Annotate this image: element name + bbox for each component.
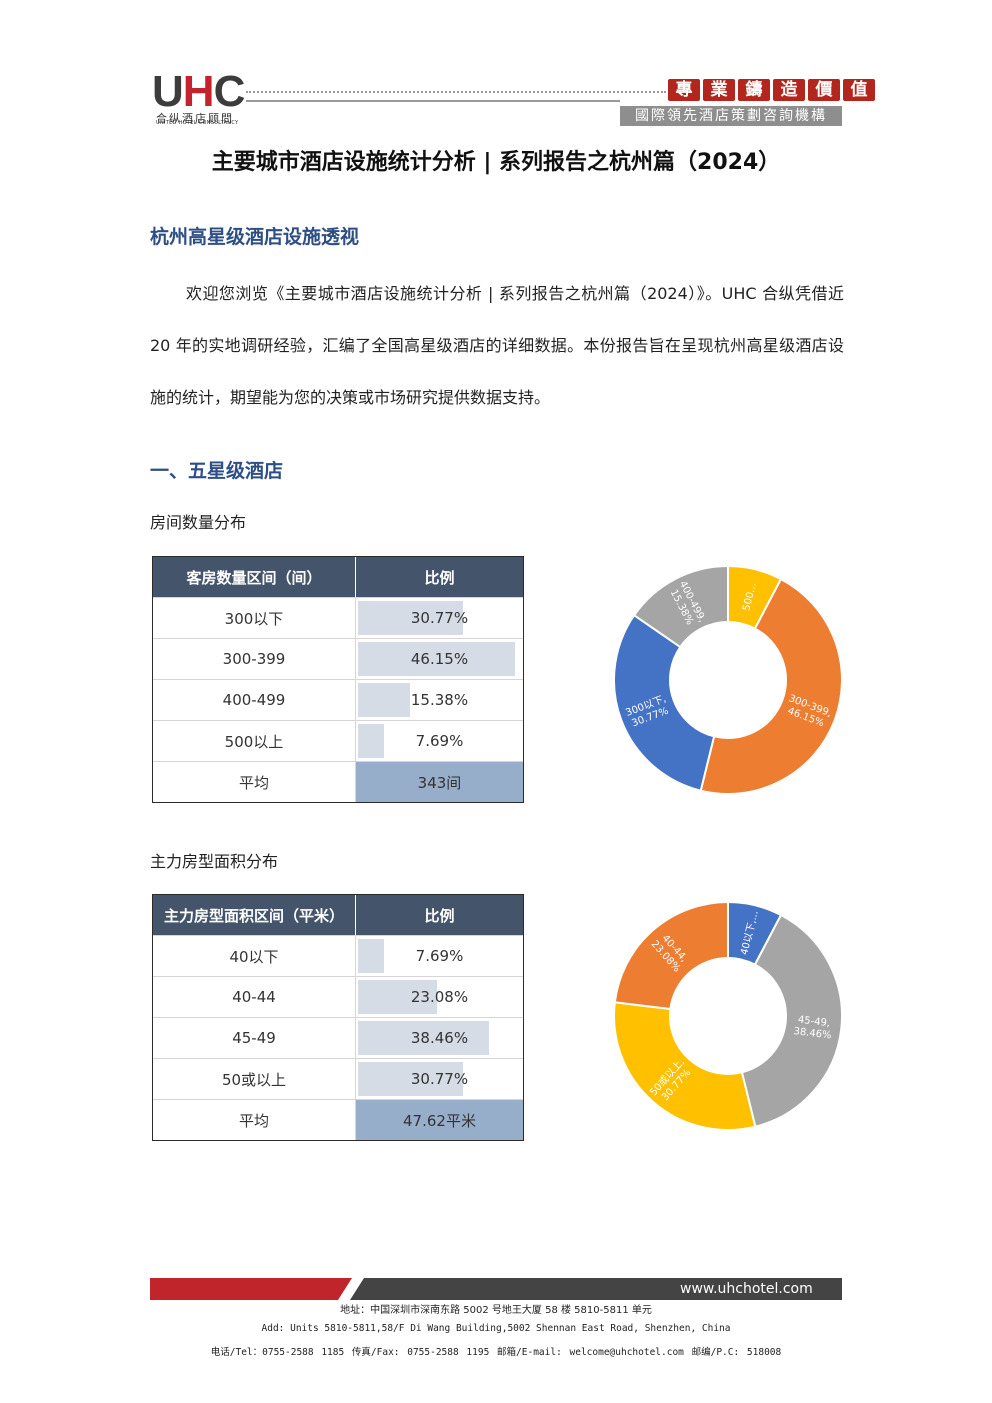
donut-slice bbox=[613, 900, 729, 1011]
data-bar bbox=[358, 939, 385, 973]
footer-address-cn: 地址：中国深圳市深南东路 5002 号地王大厦 58 楼 5810-5811 单… bbox=[340, 1305, 652, 1316]
slogan-char: 值 bbox=[843, 79, 875, 101]
logo: UHC bbox=[152, 67, 246, 116]
heading-five-star: 一、五星级酒店 bbox=[150, 460, 284, 482]
header-ratio: 比例 bbox=[424, 906, 455, 925]
avg-label: 平均 bbox=[153, 762, 356, 802]
slogan-char: 造 bbox=[773, 79, 805, 101]
area-donut-chart: 40以下,...45-49,38.46%50或以上,30.77%40-44,23… bbox=[613, 900, 843, 1131]
average-row: 平均 47.62平米 bbox=[153, 1099, 523, 1140]
data-bar bbox=[358, 980, 437, 1014]
table-header: 客房数量区间（间） 比例 bbox=[153, 557, 523, 597]
footer-address-en: Add: Units 5810-5811,58/F Di Wang Buildi… bbox=[261, 1323, 731, 1334]
logo-letter-h: H bbox=[182, 67, 215, 116]
header-rule bbox=[246, 100, 620, 102]
row-value: 46.15% bbox=[410, 650, 469, 668]
footer-url[interactable]: www.uhchotel.com bbox=[680, 1281, 813, 1297]
room-subtitle: 房间数量分布 bbox=[150, 513, 247, 532]
data-bar bbox=[358, 601, 463, 635]
donut-slice bbox=[699, 577, 843, 795]
section-title: 杭州高星级酒店设施透视 bbox=[150, 226, 360, 248]
logo-letter-c: C bbox=[213, 67, 246, 116]
row-value: 30.77% bbox=[410, 609, 469, 627]
slogan: 專 業 鑄 造 價 值 bbox=[668, 79, 875, 101]
header-tagline: 國際領先酒店策劃咨詢機構 bbox=[620, 106, 842, 126]
logo-en-text: UNITED HOTEL CONSULTANCY bbox=[156, 120, 239, 126]
footer-contact: 电话/Tel：0755-2588 1185 传真/Fax: 0755-2588 … bbox=[210, 1347, 782, 1358]
donut-slice bbox=[613, 613, 716, 792]
slogan-char: 業 bbox=[703, 79, 735, 101]
table-row: 40-44 23.08% bbox=[153, 976, 523, 1017]
table-row: 300-399 46.15% bbox=[153, 638, 523, 679]
row-label: 500以上 bbox=[153, 721, 356, 761]
footer-band bbox=[150, 1278, 842, 1300]
page-title: 主要城市酒店设施统计分析 | 系列报告之杭州篇（2024） bbox=[211, 150, 781, 175]
donut-slice bbox=[632, 564, 729, 649]
row-label: 40-44 bbox=[153, 977, 356, 1017]
donut-label: 45-49,38.46% bbox=[793, 1014, 834, 1041]
row-value: 7.69% bbox=[415, 732, 464, 750]
slogan-char: 價 bbox=[808, 79, 840, 101]
donut-slice bbox=[613, 1001, 757, 1131]
avg-value: 47.62平米 bbox=[403, 1111, 476, 1130]
header-range: 客房数量区间（间） bbox=[153, 557, 356, 597]
row-label: 300-399 bbox=[153, 639, 356, 679]
intro-paragraph: 欢迎您浏览《主要城市酒店设施统计分析 | 系列报告之杭州篇（2024）》。UHC… bbox=[150, 284, 844, 407]
data-bar bbox=[358, 642, 516, 676]
data-bar bbox=[358, 724, 385, 758]
row-label: 400-499 bbox=[153, 680, 356, 720]
table-row: 400-499 15.38% bbox=[153, 679, 523, 720]
row-value: 15.38% bbox=[410, 691, 469, 709]
area-table: 主力房型面积区间（平米） 比例 40以下 7.69% 40-44 23.08% … bbox=[152, 894, 524, 1141]
area-subtitle: 主力房型面积分布 bbox=[150, 852, 279, 871]
header-ratio: 比例 bbox=[424, 568, 455, 587]
logo-cn-text: 合纵酒店顾問 bbox=[156, 112, 234, 125]
avg-label: 平均 bbox=[153, 1100, 356, 1140]
slogan-char: 專 bbox=[668, 79, 700, 101]
row-value: 7.69% bbox=[415, 947, 464, 965]
table-row: 45-49 38.46% bbox=[153, 1017, 523, 1058]
table-row: 300以下 30.77% bbox=[153, 597, 523, 638]
row-value: 30.77% bbox=[410, 1070, 469, 1088]
table-row: 40以下 7.69% bbox=[153, 935, 523, 976]
row-value: 38.46% bbox=[410, 1029, 469, 1047]
row-label: 50或以上 bbox=[153, 1059, 356, 1099]
header-dotted-rule bbox=[246, 91, 666, 93]
row-value: 23.08% bbox=[410, 988, 469, 1006]
table-row: 50或以上 30.77% bbox=[153, 1058, 523, 1099]
room-table: 客房数量区间（间） 比例 300以下 30.77% 300-399 46.15%… bbox=[152, 556, 524, 803]
data-bar bbox=[358, 683, 411, 717]
table-header: 主力房型面积区间（平米） 比例 bbox=[153, 895, 523, 935]
donut-slice bbox=[740, 913, 843, 1128]
row-label: 300以下 bbox=[153, 598, 356, 638]
header-range: 主力房型面积区间（平米） bbox=[153, 895, 356, 935]
row-label: 40以下 bbox=[153, 936, 356, 976]
data-bar bbox=[358, 1021, 490, 1055]
slogan-char: 鑄 bbox=[738, 79, 770, 101]
avg-value: 343间 bbox=[417, 773, 462, 792]
room-donut-chart: 500...300-399,46.15%300以下,30.77%400-499,… bbox=[613, 564, 843, 795]
row-label: 45-49 bbox=[153, 1018, 356, 1058]
logo-letter-u: U bbox=[152, 67, 184, 116]
table-row: 500以上 7.69% bbox=[153, 720, 523, 761]
average-row: 平均 343间 bbox=[153, 761, 523, 802]
data-bar bbox=[358, 1062, 463, 1096]
